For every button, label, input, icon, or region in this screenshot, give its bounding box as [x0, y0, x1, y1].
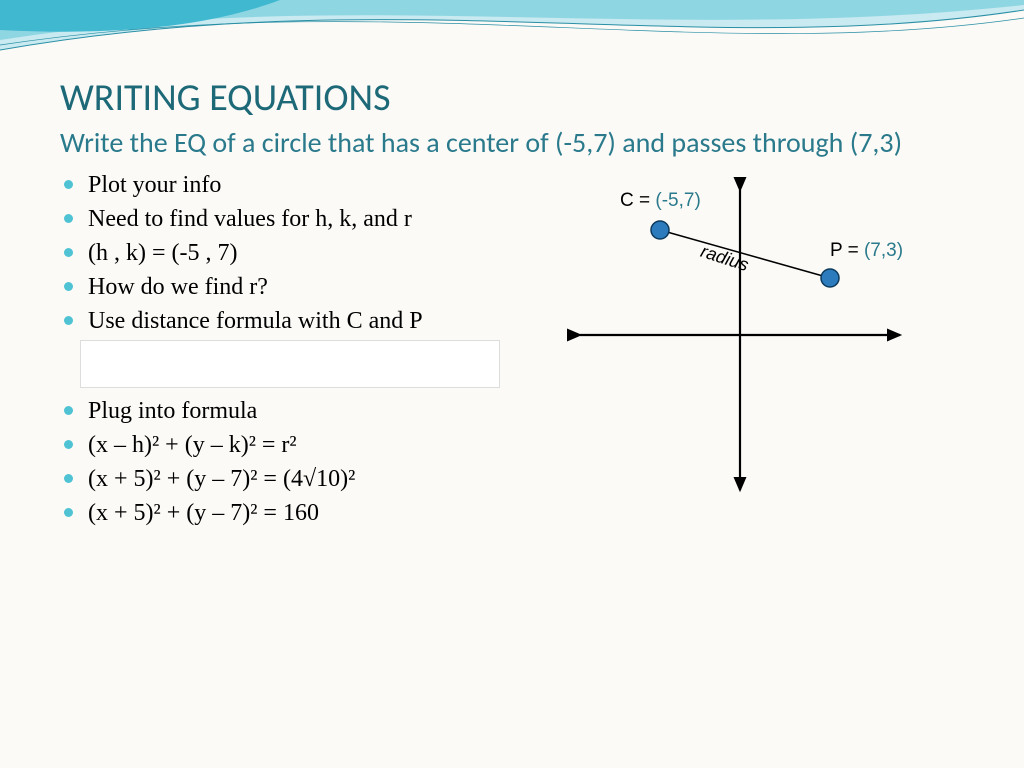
list-item: Use distance formula with C and P — [60, 306, 490, 336]
coordinate-diagram: C = (-5,7) P = (7,3) radius — [520, 170, 940, 530]
list-item: Plot your info — [60, 170, 490, 200]
list-item: (x + 5)² + (y – 7)² = 160 — [60, 498, 490, 528]
list-item: (x – h)² + (y – k)² = r² — [60, 430, 490, 460]
list-item: (x + 5)² + (y – 7)² = (4√10)² — [60, 464, 490, 494]
list-item: How do we find r? — [60, 272, 490, 302]
blank-placeholder-box — [80, 340, 500, 388]
list-item: Need to find values for h, k, and r — [60, 204, 490, 234]
slide-subtitle: Write the EQ of a circle that has a cent… — [60, 125, 964, 160]
slide-title: WRITING EQUATIONS — [60, 75, 964, 121]
bullet-list-2: Plug into formula (x – h)² + (y – k)² = … — [60, 396, 490, 528]
list-item: Plug into formula — [60, 396, 490, 426]
axes-svg — [520, 170, 940, 530]
point-label-c: C = (-5,7) — [620, 190, 701, 212]
bullet-list-1: Plot your info Need to find values for h… — [60, 170, 490, 336]
point-label-p: P = (7,3) — [830, 240, 903, 262]
list-item: (h , k) = (-5 , 7) — [60, 238, 490, 268]
